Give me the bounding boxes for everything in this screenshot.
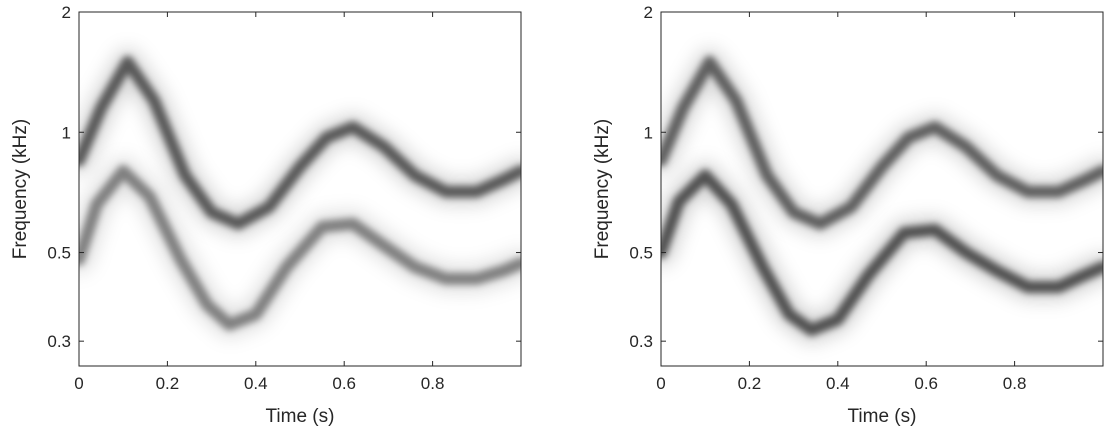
x-axis-label-1: Time (s)	[266, 406, 335, 427]
ridge-2	[661, 169, 1103, 336]
y-axis-label-1: Frequency (kHz)	[10, 119, 31, 259]
plot-layer-2	[661, 48, 1103, 343]
axis-ticks-1: 0 0.2 0.4 0.6 0.8 2 1 0.5 0.3	[47, 3, 521, 393]
plot-layer-1	[79, 48, 521, 338]
x-tick-label: 0.6	[914, 374, 938, 393]
x-tick-label: 0.4	[826, 374, 850, 393]
y-tick-label: 0.3	[629, 332, 653, 351]
plot-frame-1	[78, 11, 522, 367]
y-tick-label: 0.5	[629, 244, 653, 263]
x-tick-label: 0	[74, 374, 83, 393]
plot-frame-2	[660, 11, 1104, 367]
y-tick-label: 0.5	[47, 244, 71, 263]
y-tick-label: 0.3	[47, 332, 71, 351]
x-axis-label-2: Time (s)	[848, 406, 917, 427]
y-tick-label: 2	[644, 3, 653, 22]
x-tick-label: 0.8	[421, 374, 445, 393]
x-tick-label: 0.4	[244, 374, 268, 393]
y-tick-label: 1	[62, 123, 71, 142]
y-tick-label: 2	[62, 3, 71, 22]
y-tick-label: 1	[644, 123, 653, 142]
ridge-2	[79, 165, 521, 331]
spectrogram-panel-1: 0 0.2 0.4 0.6 0.8 2 1 0.5 0.3 Time (s) Frequency…	[10, 3, 522, 427]
ridge-1	[661, 55, 1103, 230]
x-tick-label: 0.8	[1003, 374, 1027, 393]
y-axis-label-2: Frequency (kHz)	[592, 119, 613, 259]
x-tick-label: 0.6	[332, 374, 356, 393]
axis-ticks-2: 0 0.2 0.4 0.6 0.8 2 1 0.5 0.3	[629, 3, 1103, 393]
x-tick-label: 0.2	[156, 374, 180, 393]
x-tick-label: 0	[656, 374, 665, 393]
spectrogram-panel-2: 0 0.2 0.4 0.6 0.8 2 1 0.5 0.3 Time (s) Frequency…	[592, 3, 1104, 427]
x-tick-label: 0.2	[738, 374, 762, 393]
ridge-1	[79, 55, 521, 230]
